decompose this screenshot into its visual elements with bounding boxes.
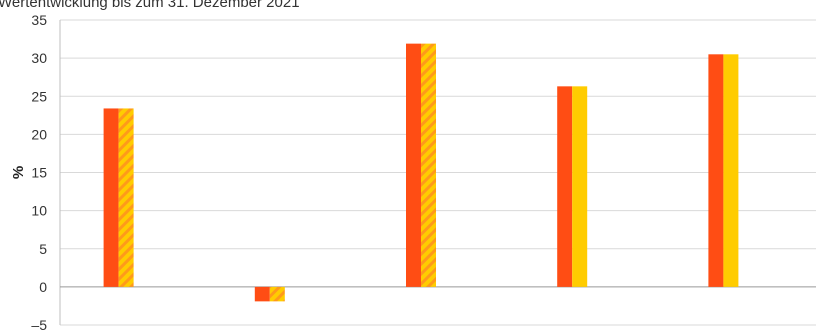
- bar-series-2-1: [118, 108, 134, 287]
- bar-series-1-4: [557, 86, 573, 287]
- bar-series-1-2: [254, 286, 270, 302]
- y-tick-labels: –5 0 5 10 15 20 25 30 35: [31, 12, 47, 333]
- y-tick-label: 20: [31, 126, 47, 142]
- y-axis-label: %: [10, 166, 27, 179]
- bars: [103, 43, 739, 302]
- y-tick-label: 25: [31, 88, 47, 104]
- y-tick-label: 5: [39, 241, 47, 257]
- bar-series-2-5: [723, 54, 739, 287]
- grid-lines: [60, 19, 816, 326]
- bar-series-2-4: [572, 86, 588, 287]
- axes: [59, 20, 816, 325]
- bar-series-2-2: [269, 286, 285, 302]
- bar-series-1-5: [708, 54, 724, 287]
- y-tick-label: 35: [31, 12, 47, 28]
- bar-series-2-3: [421, 43, 436, 287]
- y-tick-label: 30: [31, 50, 47, 66]
- y-tick-label: –5: [31, 317, 47, 333]
- y-tick-label: 15: [31, 165, 47, 181]
- chart-title: Wertentwicklung bis zum 31. Dezember 202…: [0, 0, 300, 11]
- bar-series-1-3: [406, 43, 421, 287]
- y-tick-label: 10: [31, 203, 47, 219]
- y-tick-label: 0: [39, 279, 47, 295]
- bar-series-1-1: [103, 108, 119, 287]
